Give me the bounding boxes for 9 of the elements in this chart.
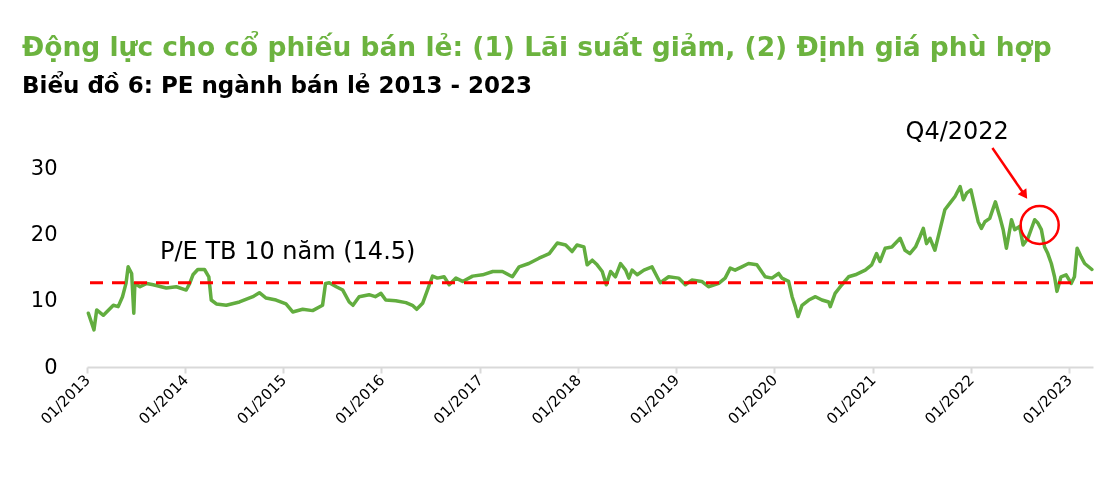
chart-subtitle: Biểu đồ 6: PE ngành bán lẻ 2013 - 2023 [22,71,533,98]
y-tick-label: 20 [30,221,58,246]
ref-line-label: P/E TB 10 năm (14.5) [160,236,416,265]
text: Q4/2022 [905,117,1009,145]
chart-title: Động lực cho cổ phiếu bán lẻ: (1) Lãi suất giảm, (2) Định giá phù hợp [22,29,1052,62]
line-series [86,184,1094,332]
y-tick-label: 10 [30,288,58,313]
y-tick-label: 0 [44,354,58,379]
y-tick-label: 30 [30,155,58,180]
